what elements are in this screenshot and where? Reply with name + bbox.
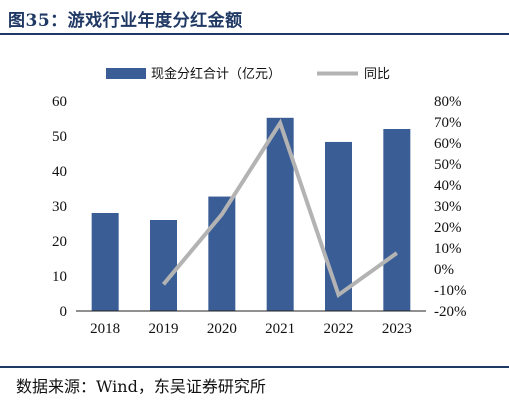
right-tick-label: 40% bbox=[434, 178, 462, 194]
legend-line-label: 同比 bbox=[364, 67, 390, 82]
left-tick-label: 30 bbox=[52, 199, 67, 215]
x-axis: 2018 2019 2020 2021 2022 2023 bbox=[90, 321, 412, 337]
right-tick-label: -10% bbox=[434, 283, 467, 299]
right-tick-label: 30% bbox=[434, 199, 462, 215]
legend-bar-swatch bbox=[106, 68, 146, 79]
bar-series bbox=[91, 117, 411, 311]
x-tick-label: 2021 bbox=[265, 321, 295, 337]
left-tick-label: 40 bbox=[52, 164, 67, 180]
left-axis: 0 10 20 30 40 50 60 bbox=[52, 94, 67, 320]
left-tick-label: 20 bbox=[52, 234, 67, 250]
x-tick-label: 2022 bbox=[324, 321, 354, 337]
x-tick-label: 2023 bbox=[382, 321, 412, 337]
right-tick-label: 50% bbox=[434, 157, 462, 173]
left-tick-label: 50 bbox=[52, 129, 67, 145]
bar bbox=[325, 141, 352, 311]
x-tick-label: 2018 bbox=[90, 321, 120, 337]
right-tick-label: 80% bbox=[434, 94, 462, 110]
right-tick-label: 0% bbox=[434, 262, 454, 278]
right-tick-label: -20% bbox=[434, 304, 467, 320]
legend: 现金分红合计（亿元） 同比 bbox=[106, 66, 390, 82]
left-tick-label: 0 bbox=[60, 304, 68, 320]
bar bbox=[91, 213, 119, 311]
bottom-rule bbox=[0, 366, 509, 368]
x-tick-label: 2020 bbox=[207, 321, 237, 337]
x-tick-label: 2019 bbox=[149, 321, 179, 337]
source-note: 数据来源：Wind，东吴证券研究所 bbox=[16, 377, 266, 396]
bar bbox=[383, 129, 411, 311]
line-series bbox=[161, 118, 398, 299]
bar bbox=[150, 220, 177, 311]
left-tick-label: 10 bbox=[52, 269, 67, 285]
right-tick-label: 60% bbox=[434, 136, 462, 152]
figure-title: 图35：游戏行业年度分红金额 bbox=[8, 11, 243, 31]
right-axis: -20% -10% 0% 10% 20% 30% 40% 50% 60% 70% 80% bbox=[434, 94, 467, 320]
chart: 现金分红合计（亿元） 同比 0 10 20 30 40 50 60 -20% -10% 0% 10… bbox=[52, 66, 467, 337]
right-tick-label: 20% bbox=[434, 220, 462, 236]
legend-bar-label: 现金分红合计（亿元） bbox=[151, 66, 281, 82]
top-rule bbox=[0, 33, 509, 35]
right-tick-label: 70% bbox=[434, 115, 462, 131]
right-tick-label: 10% bbox=[434, 241, 462, 257]
left-tick-label: 60 bbox=[52, 94, 67, 110]
